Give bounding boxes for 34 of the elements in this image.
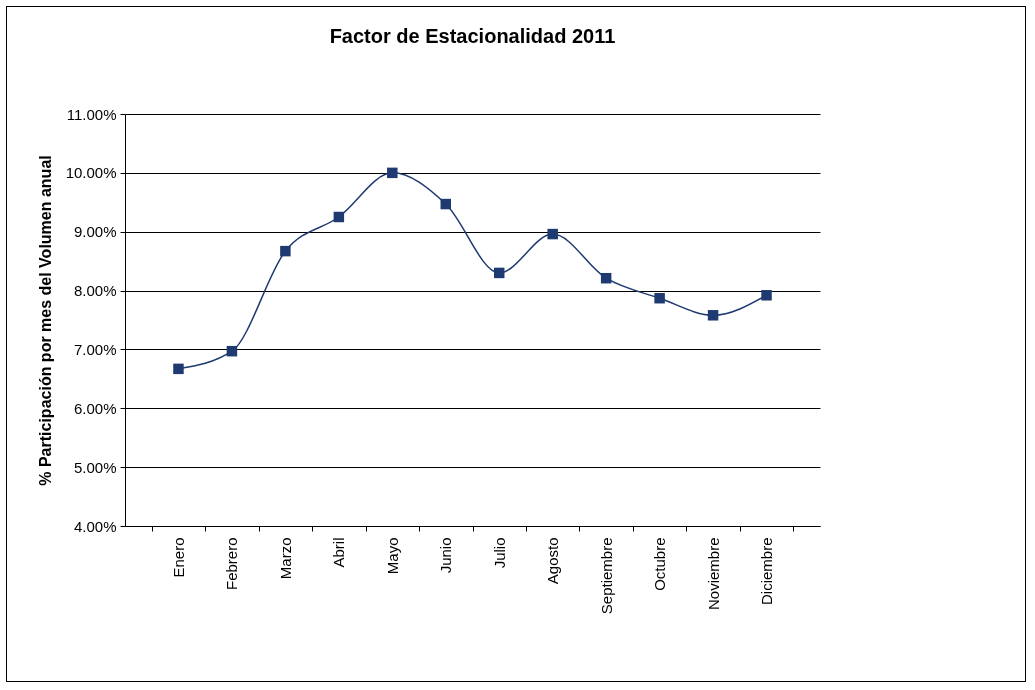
point (173, 363, 184, 375)
x-tick-label: Mayo (383, 537, 401, 575)
x-tick-label: Abril (330, 537, 348, 568)
point (761, 290, 772, 301)
point (226, 345, 238, 357)
x-tick-label: Noviembre (704, 537, 722, 611)
point (707, 310, 719, 321)
y-tick-label: 9.00% (73, 223, 117, 241)
x-tick-label: Enero (169, 537, 187, 578)
point (333, 211, 345, 223)
y-tick-label: 4.00% (73, 517, 117, 535)
point (440, 198, 452, 210)
y-tick-label: 10.00% (65, 164, 117, 182)
y-tick-label: 8.00% (73, 282, 117, 300)
x-tick-label: Octubre (651, 537, 669, 591)
x-tick-label: Junio (437, 537, 455, 574)
x-tick-label: Agosto (544, 537, 562, 585)
y-tick-label: 5.00% (73, 458, 117, 476)
x-tick-label: Marzo (276, 537, 294, 580)
chart-title: Factor de Estacionalidad 2011 (329, 25, 616, 47)
x-tick-label: Febrero (223, 537, 241, 591)
point (600, 272, 612, 284)
y-tick-label: 7.00% (73, 340, 117, 358)
x-tick-label: Diciembre (758, 537, 776, 606)
point (280, 245, 291, 257)
point (387, 167, 398, 179)
x-tick-label: Septiembre (597, 537, 615, 615)
point (654, 292, 665, 304)
y-axis-title: % Participación por mes del Volumen anual (36, 155, 54, 486)
y-tick-label: 11.00% (66, 105, 117, 123)
point (493, 267, 505, 279)
y-tick-label: 6.00% (73, 399, 117, 417)
x-tick-label: Julio (490, 537, 508, 569)
point (547, 228, 558, 240)
